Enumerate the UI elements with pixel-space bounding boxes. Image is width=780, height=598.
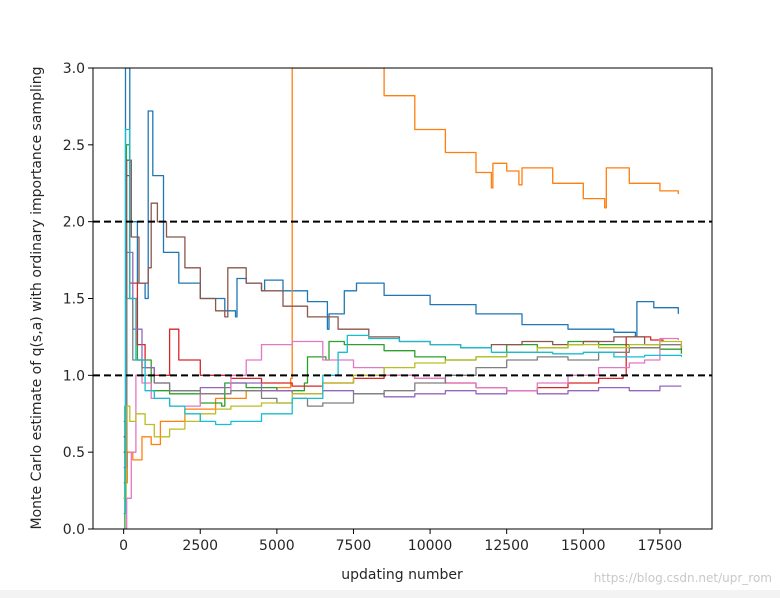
series-line-8 — [123, 297, 683, 423]
y-tick-label: 0.5 — [63, 445, 85, 461]
y-tick-label: 0.0 — [63, 522, 85, 538]
series-line-1 — [123, 68, 679, 499]
y-axis-label: Monte Carlo estimate of q(s,a) with ordi… — [29, 67, 45, 530]
series-layer — [123, 68, 683, 529]
x-tick-label: 15000 — [561, 538, 606, 554]
series-line-9 — [123, 340, 683, 499]
series-line-3 — [123, 144, 683, 529]
bottom-strip — [0, 590, 780, 598]
y-axis: 0.0 0.5 1.0 1.5 2.0 2.5 3.0 — [63, 61, 93, 538]
series-line-2 — [123, 68, 679, 484]
x-tick-label: 2500 — [182, 538, 218, 554]
x-axis: 0 2500 5000 7500 10000 12500 15000 17500 — [119, 529, 682, 554]
x-tick-label: 7500 — [336, 538, 372, 554]
series-line-6 — [123, 159, 683, 453]
series-line-4 — [123, 174, 664, 438]
x-tick-label: 17500 — [638, 538, 683, 554]
y-tick-label: 2.0 — [63, 215, 85, 231]
series-line-10 — [123, 128, 683, 515]
x-tick-label: 10000 — [408, 538, 453, 554]
x-axis-label: updating number — [341, 567, 463, 583]
x-tick-label: 0 — [119, 538, 128, 554]
series-line-5 — [123, 251, 682, 469]
y-tick-label: 3.0 — [63, 61, 85, 77]
plot-frame — [92, 67, 713, 530]
y-tick-label: 1.0 — [63, 368, 85, 384]
y-tick-label: 2.5 — [63, 138, 85, 154]
y-tick-label: 1.5 — [63, 292, 85, 308]
reference-lines — [93, 220, 712, 377]
x-tick-label: 5000 — [259, 538, 295, 554]
x-tick-label: 12500 — [484, 538, 529, 554]
watermark-text: https://blog.csdn.net/upr_rom — [594, 571, 772, 585]
